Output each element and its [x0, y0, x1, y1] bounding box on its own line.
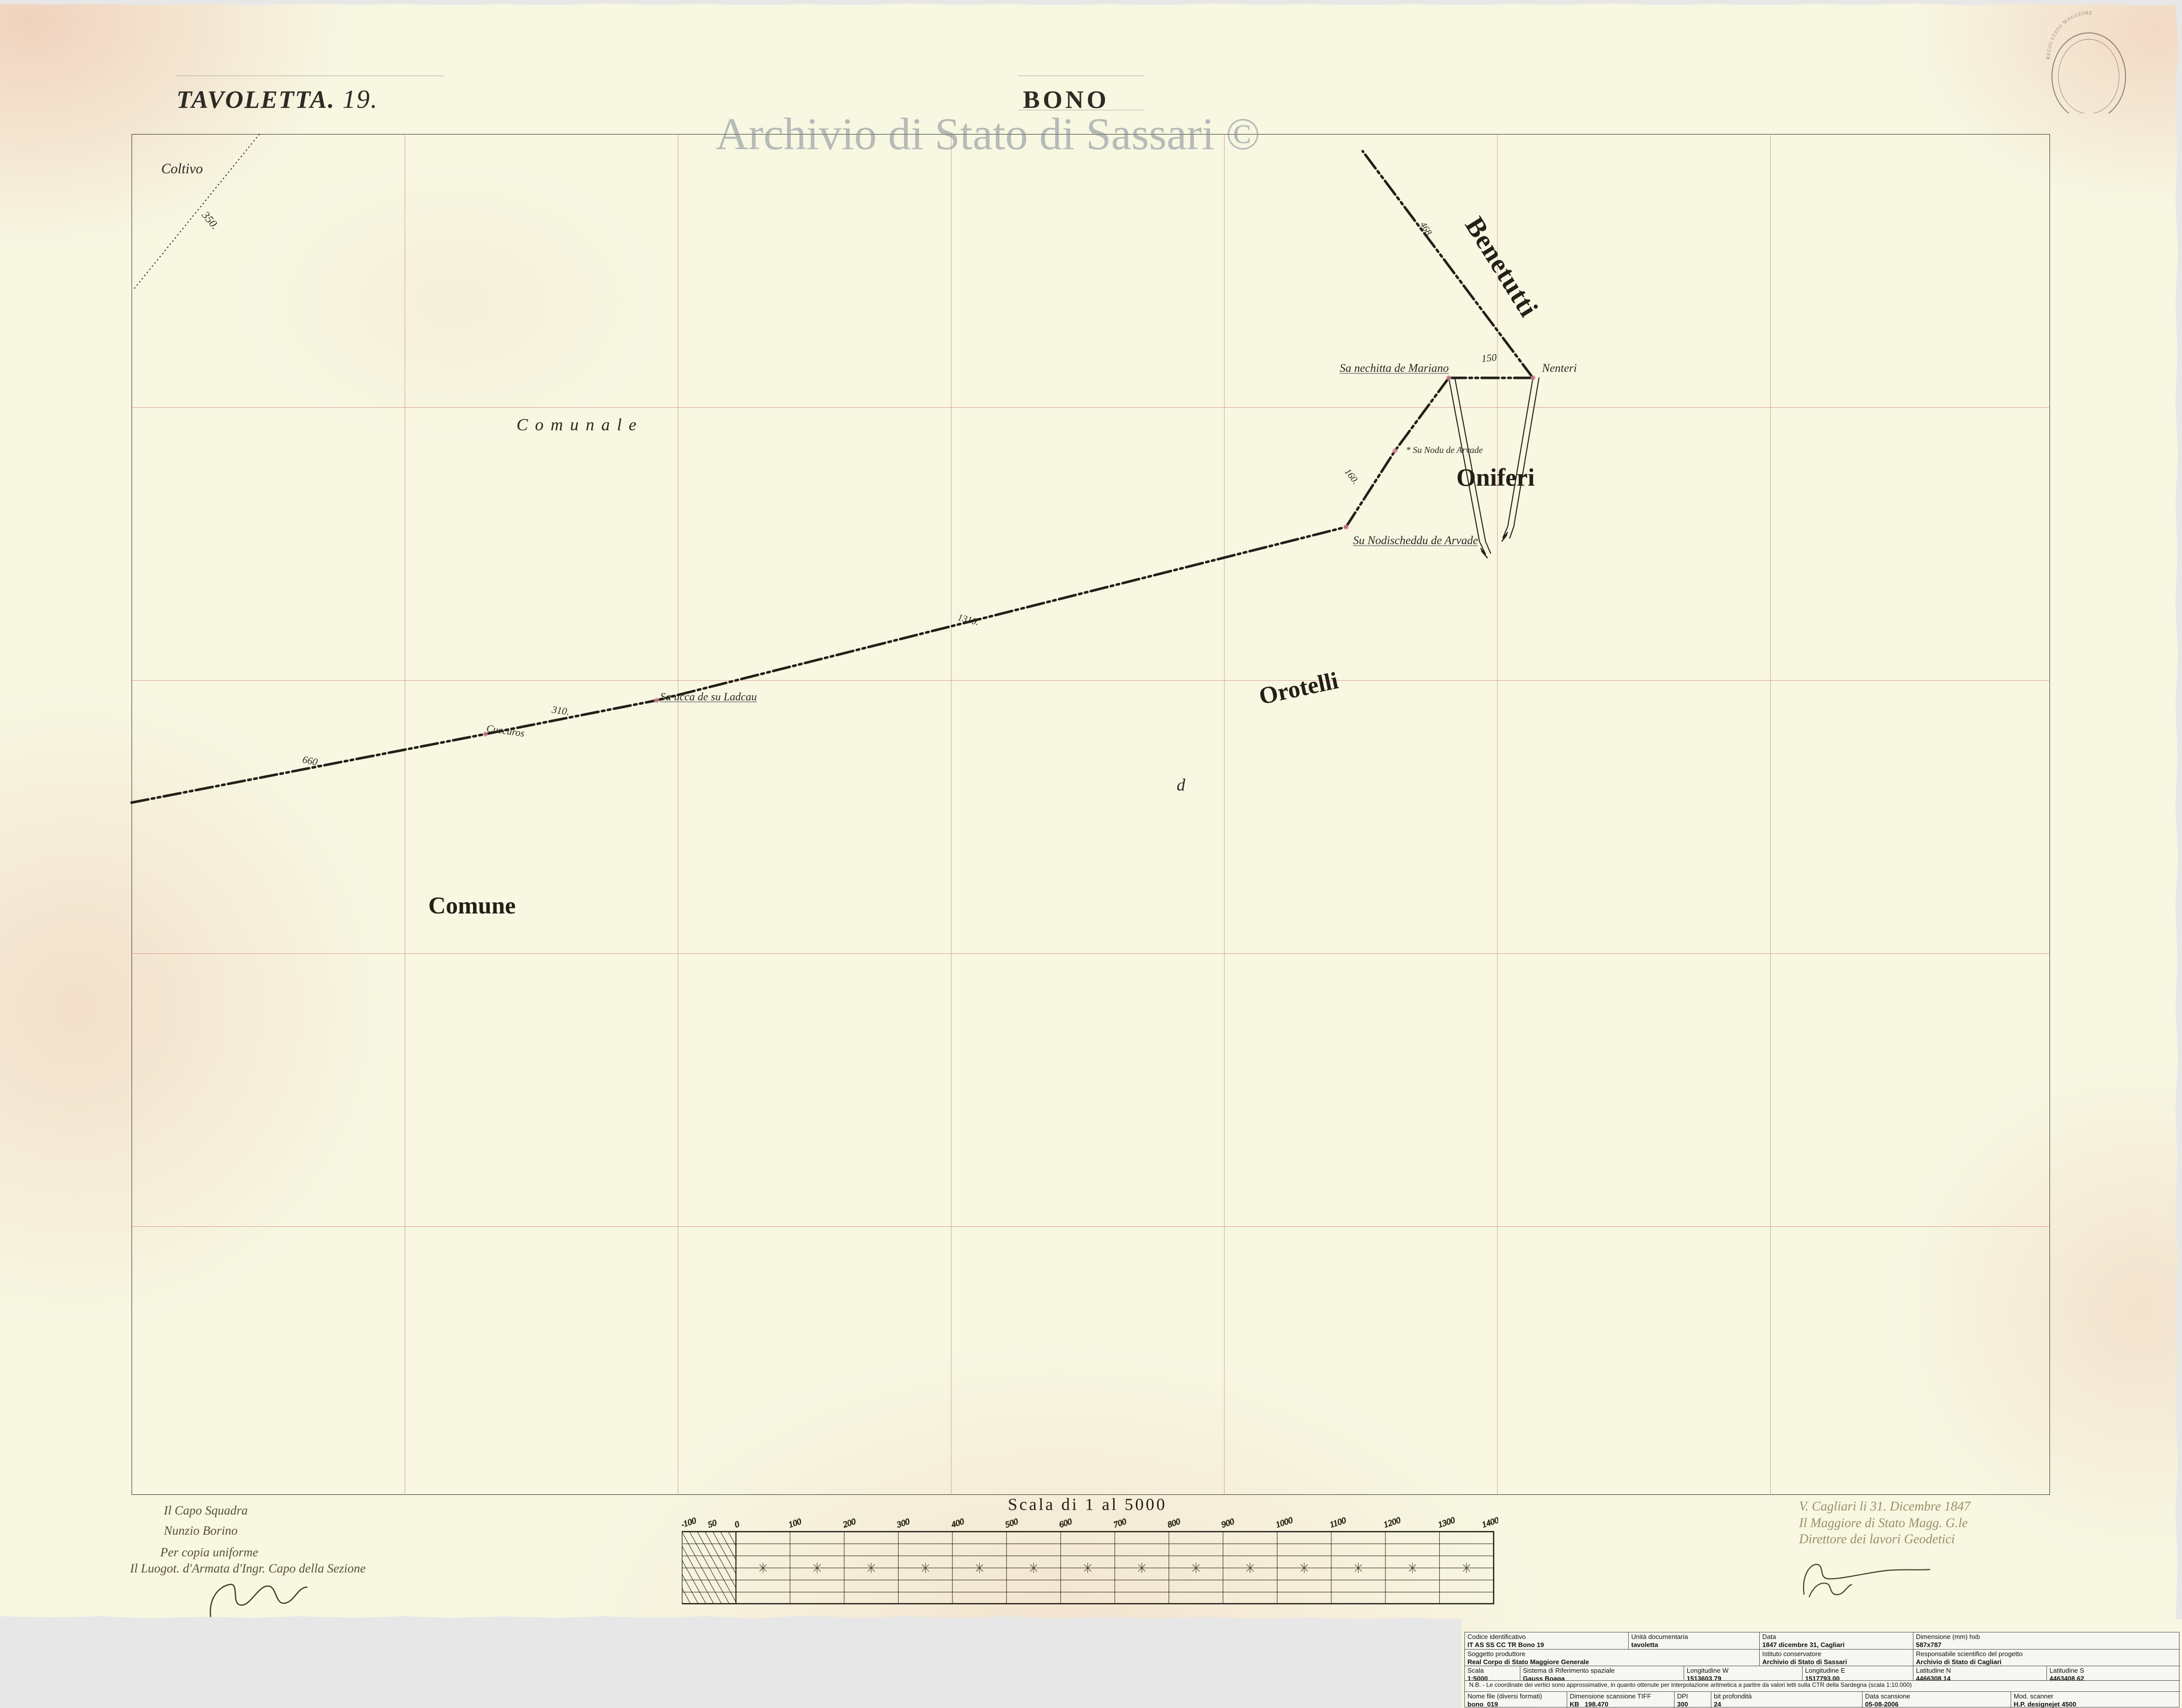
- svg-text:600: 600: [1058, 1517, 1073, 1530]
- svg-text:900: 900: [1220, 1517, 1236, 1530]
- svg-text:1400: 1400: [1481, 1517, 1498, 1530]
- svg-text:1100: 1100: [1328, 1517, 1347, 1530]
- svg-text:100: 100: [787, 1517, 803, 1530]
- svg-text:1200: 1200: [1382, 1517, 1402, 1530]
- svg-text:1000: 1000: [1274, 1517, 1294, 1530]
- svg-text:300: 300: [895, 1517, 911, 1530]
- svg-text:50: 50: [707, 1518, 718, 1529]
- svg-text:200: 200: [842, 1517, 857, 1530]
- svg-text:-100: -100: [682, 1517, 697, 1530]
- svg-text:800: 800: [1166, 1517, 1182, 1530]
- svg-text:400: 400: [950, 1517, 966, 1530]
- svg-text:700: 700: [1112, 1517, 1128, 1530]
- svg-text:500: 500: [1004, 1517, 1019, 1530]
- svg-text:1300: 1300: [1437, 1517, 1456, 1530]
- svg-text:0: 0: [733, 1519, 740, 1530]
